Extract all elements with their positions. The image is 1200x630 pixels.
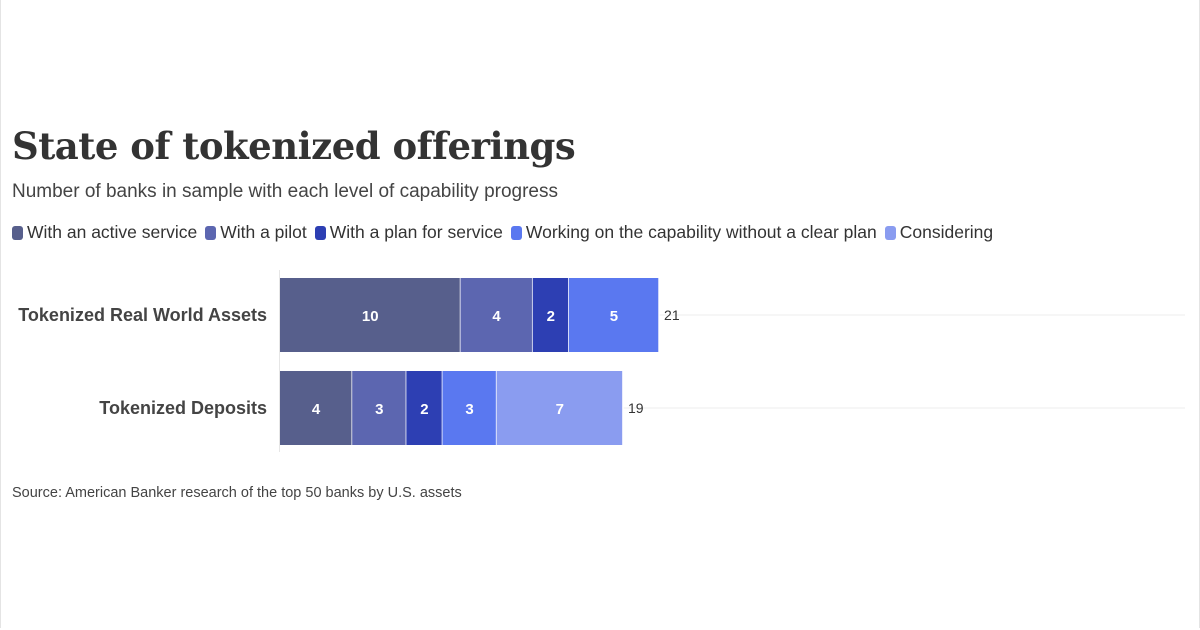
legend-item-1: With an active service: [12, 222, 197, 243]
bar-segment: [352, 371, 407, 445]
legend-swatch: [12, 225, 23, 240]
legend-label: Considering: [899, 222, 994, 242]
legend-item-5: Considering: [884, 222, 994, 243]
category-label: Tokenized Deposits: [99, 398, 267, 418]
legend-item-2: With a pilot: [205, 222, 307, 243]
chart-title: State of tokenized offerings: [12, 124, 576, 168]
bar-segment: [406, 371, 443, 445]
category-label: Tokenized Real World Assets: [18, 305, 267, 325]
segment-value-label: 3: [375, 401, 383, 418]
legend-item-3: With a plan for service: [314, 222, 503, 243]
bar-segment: [532, 278, 569, 352]
total-label: 19: [628, 400, 644, 416]
segment-value-label: 5: [610, 308, 618, 325]
bar-segment: [568, 278, 660, 352]
legend-label: Working on the capability without a clea…: [525, 222, 877, 242]
legend-swatch: [314, 225, 326, 240]
legend: With an active service With a pilot With a…: [12, 222, 1001, 243]
total-label: 21: [664, 307, 680, 323]
bar-segment: [496, 371, 623, 445]
source-note: Source: American Banker research of the …: [12, 485, 462, 501]
legend-swatch: [884, 225, 896, 240]
legend-swatch: [205, 225, 217, 240]
legend-item-4: Working on the capability without a clea…: [510, 222, 877, 243]
segment-value-label: 2: [420, 401, 428, 418]
segment-value-label: 4: [492, 308, 501, 325]
bar-chart: Tokenized Real World Assets 10 4 2 5 21 Tokeni…: [18, 270, 1185, 452]
bar-segment: [280, 278, 461, 352]
legend-label: With a pilot: [220, 222, 307, 242]
bar-segment: [280, 371, 353, 445]
segment-value-label: 3: [465, 401, 473, 418]
segment-value-label: 10: [362, 308, 379, 325]
legend-label: With a plan for service: [329, 222, 503, 242]
legend-swatch: [510, 225, 522, 240]
segment-value-label: 7: [556, 401, 564, 418]
chart-subtitle: Number of banks in sample with each leve…: [12, 181, 558, 202]
bar-segment: [442, 371, 497, 445]
bar-segment: [460, 278, 533, 352]
segment-value-label: 4: [312, 401, 321, 418]
segment-value-label: 2: [547, 308, 555, 325]
legend-label: With an active service: [27, 222, 198, 242]
